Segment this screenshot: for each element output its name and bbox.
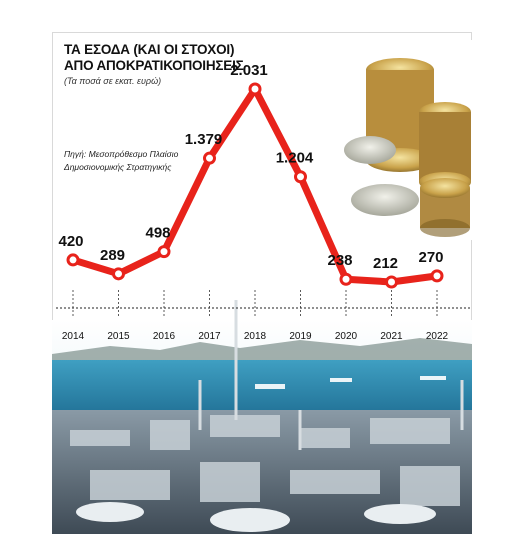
- data-point-2018: [248, 82, 262, 96]
- data-label-2014: 420: [58, 233, 83, 250]
- x-tick-label-2015: 2015: [107, 331, 130, 342]
- x-tick-label-2018: 2018: [244, 331, 267, 342]
- coins-photo: [330, 40, 472, 240]
- x-tick-label-2016: 2016: [153, 331, 176, 342]
- data-label-2019: 1.204: [276, 150, 314, 167]
- chart-title-line-1: ΤΑ ΕΣΟΔΑ (ΚΑΙ ΟΙ ΣΤΟΧΟΙ): [64, 42, 235, 57]
- x-tick-label-2021: 2021: [380, 331, 403, 342]
- data-label-2016: 498: [145, 225, 170, 242]
- x-tick-label-2020: 2020: [335, 331, 358, 342]
- data-label-2015: 289: [100, 247, 125, 264]
- data-point-2017: [203, 151, 216, 165]
- x-tick-label-2014: 2014: [62, 331, 85, 342]
- data-label-2021: 212: [373, 255, 398, 272]
- x-tick-label-2019: 2019: [289, 331, 312, 342]
- data-label-2017: 1.379: [185, 131, 223, 148]
- source-note: Πηγή: Μεσοπρόθεσμο Πλαίσιο Δημοσιονομική…: [64, 148, 204, 174]
- data-point-2015: [112, 267, 125, 281]
- x-tick-labels: 2014 2015 2016 2017 2018 2019 2020 2021 2022: [62, 331, 449, 342]
- data-point-2021: [385, 275, 398, 289]
- chart-subtitle: (Τα ποσά σε εκατ. ευρώ): [64, 76, 162, 86]
- data-point-2016: [157, 245, 171, 259]
- data-point-2020: [339, 272, 353, 286]
- data-label-2020: 238: [327, 252, 352, 269]
- data-label-2022: 270: [418, 249, 443, 266]
- source-line-1: Πηγή: Μεσοπρόθεσμο Πλαίσιο: [64, 149, 179, 159]
- source-line-2: Δημοσιονομικής Στρατηγικής: [64, 162, 172, 172]
- data-point-2019: [294, 170, 307, 184]
- data-label-2018: 2.031: [230, 62, 268, 79]
- refinery-photo: [52, 300, 472, 534]
- data-point-2014: [66, 253, 80, 267]
- data-point-2022: [430, 269, 444, 283]
- x-tick-label-2017: 2017: [198, 331, 221, 342]
- chart-title-line-2: ΑΠΟ ΑΠΟΚΡΑΤΙΚΟΠΟΙΗΣΕΙΣ: [64, 58, 244, 73]
- x-tick-label-2022: 2022: [426, 331, 449, 342]
- series-markers: [66, 82, 444, 289]
- x-ticks: [72, 290, 438, 318]
- data-labels: 420 289 498 1.379 2.031 1.204 238 212 270: [58, 62, 443, 272]
